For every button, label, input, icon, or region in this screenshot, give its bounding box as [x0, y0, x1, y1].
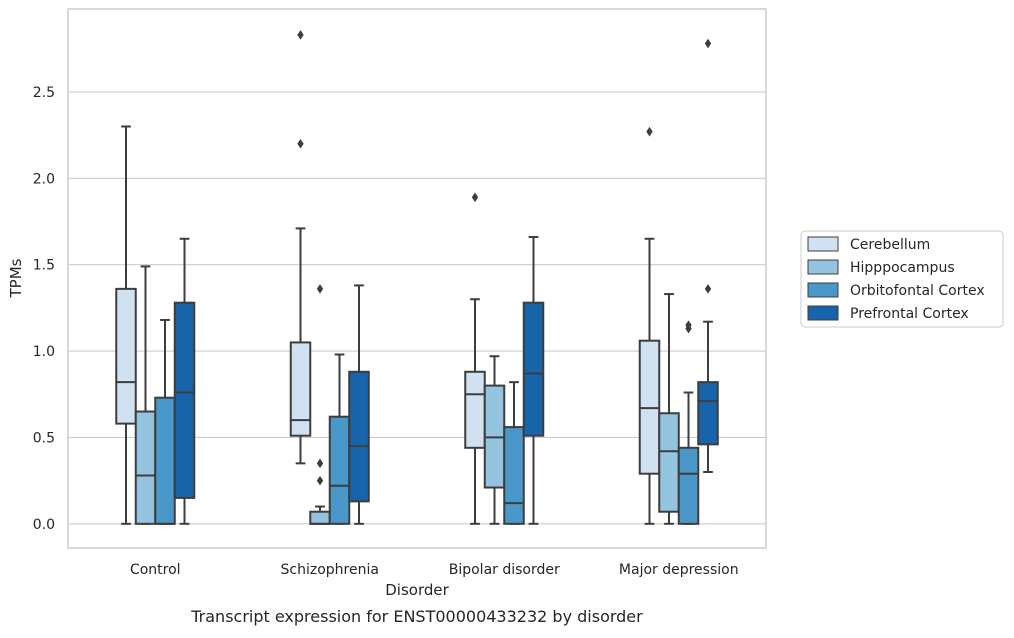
iqr-box	[464, 370, 486, 449]
y-tick-label: 1.5	[33, 258, 55, 274]
iqr-box	[115, 287, 137, 425]
outlier-point	[316, 458, 324, 469]
x-tick-label: Bipolar disorder	[449, 562, 560, 578]
outlier-point	[471, 192, 479, 203]
x-tick-label: Control	[130, 562, 181, 578]
box-cerebellum	[464, 192, 486, 525]
outlier-point	[646, 126, 653, 137]
iqr-box	[522, 301, 545, 437]
plot-frame	[67, 8, 767, 549]
legend-swatch	[807, 236, 839, 252]
legend-swatch	[807, 282, 839, 298]
iqr-box	[503, 426, 525, 525]
box-hipppocampus	[658, 293, 680, 525]
box-cerebellum	[289, 30, 312, 465]
box-orbitofontal-cortex	[328, 353, 351, 525]
y-tick-labels: 0.0 0.5 1.0 1.5 2.0 2.5	[33, 85, 55, 533]
box-hipppocampus	[309, 284, 331, 525]
legend-swatch	[807, 305, 839, 321]
box-hipppocampus	[483, 355, 506, 525]
outlier-point	[316, 284, 324, 294]
legend-label: Prefrontal Cortex	[850, 306, 969, 322]
outlier-point	[704, 38, 712, 49]
x-tick-labels: Control Schizophrenia Bipolar disorder Majo…	[130, 562, 739, 578]
y-tick-label: 2.0	[33, 171, 55, 187]
iqr-box	[697, 381, 719, 446]
boxes-layer	[115, 30, 719, 525]
legend-label: Hipppocampus	[850, 260, 955, 276]
outlier-point	[297, 30, 304, 40]
box-hipppocampus	[134, 265, 157, 525]
iqr-box	[289, 341, 312, 437]
box-prefrontal-cortex	[348, 284, 370, 525]
y-axis-label: TPMs	[7, 258, 25, 298]
iqr-box	[173, 301, 196, 499]
legend-label: Cerebellum	[850, 237, 930, 253]
iqr-box	[328, 415, 351, 525]
box-prefrontal-cortex	[173, 237, 196, 525]
iqr-box	[154, 396, 176, 525]
iqr-box	[677, 446, 700, 525]
iqr-box	[134, 410, 157, 525]
box-cerebellum	[115, 125, 137, 525]
x-axis-label: Disorder	[385, 581, 449, 599]
y-tick-label: 0.5	[33, 430, 55, 446]
y-tick-label: 1.0	[33, 344, 55, 360]
legend-frame	[800, 230, 1004, 328]
iqr-box	[658, 412, 680, 513]
legend: Cerebellum Hipppocampus Orbitofontal Corte…	[800, 230, 1004, 328]
y-tick-label: 0.0	[33, 517, 55, 533]
box-orbitofontal-cortex	[154, 318, 176, 525]
chart-caption: Transcript expression for ENST0000043323…	[190, 607, 643, 626]
box-orbitofontal-cortex	[503, 381, 525, 525]
box-cerebellum	[638, 126, 661, 525]
x-tick-label: Schizophrenia	[281, 562, 379, 578]
iqr-box	[348, 370, 370, 503]
outlier-point	[704, 284, 712, 294]
box-prefrontal-cortex	[697, 38, 719, 473]
legend-swatch	[807, 259, 839, 275]
outlier-point	[685, 320, 692, 330]
box-orbitofontal-cortex	[677, 320, 700, 525]
x-tick-label: Major depression	[619, 562, 739, 578]
outlier-point	[297, 138, 304, 149]
outlier-point	[316, 475, 324, 486]
box-prefrontal-cortex	[522, 236, 545, 525]
y-tick-label: 2.5	[33, 85, 55, 101]
iqr-box	[309, 510, 331, 525]
legend-label: Orbitofontal Cortex	[850, 283, 985, 299]
